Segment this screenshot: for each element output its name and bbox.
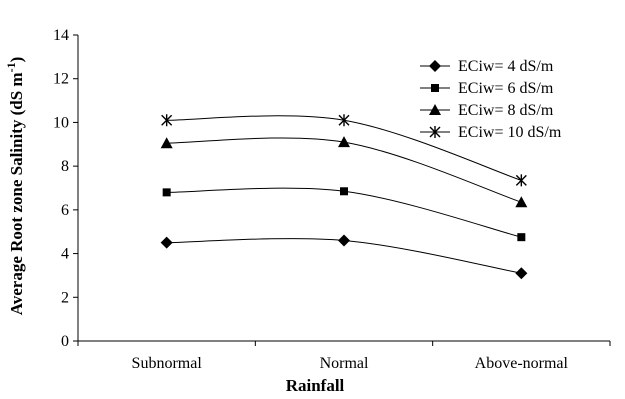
data-point-asterisk bbox=[161, 114, 173, 127]
data-point-asterisk bbox=[515, 174, 527, 187]
y-tick-label: 0 bbox=[61, 333, 69, 350]
data-point-square bbox=[517, 233, 526, 242]
x-axis-title: Rainfall bbox=[286, 376, 345, 395]
legend: ECiw= 4 dS/m ECiw= 6 dS/m ECiw= 8 dS/m ECiw… bbox=[420, 58, 562, 141]
y-tick-label: 10 bbox=[53, 114, 69, 131]
legend-label: ECiw= 6 dS/m bbox=[458, 80, 554, 97]
legend-item: ECiw= 4 dS/m bbox=[420, 58, 554, 75]
y-tick-label: 6 bbox=[61, 202, 69, 219]
series-group bbox=[160, 114, 528, 280]
x-tick-label: Normal bbox=[320, 355, 369, 372]
x-tick-label: Above-normal bbox=[475, 355, 569, 372]
legend-marker-asterisk bbox=[429, 126, 441, 138]
data-point-triangle bbox=[160, 137, 173, 149]
legend-label: ECiw= 4 dS/m bbox=[458, 58, 554, 75]
data-point-diamond bbox=[515, 267, 528, 280]
y-axis-title-suffix: ) bbox=[7, 57, 26, 63]
series-line-2 bbox=[166, 187, 522, 238]
y-tick-label: 14 bbox=[53, 27, 69, 44]
data-point-diamond bbox=[338, 234, 350, 247]
legend-marker-triangle bbox=[429, 104, 441, 115]
data-point-square bbox=[340, 187, 348, 196]
legend-label: ECiw= 8 dS/m bbox=[458, 102, 554, 119]
y-axis-title-main: Average Root zone Salinity (dS m bbox=[7, 72, 26, 315]
axes: 0 2 4 6 8 10 12 14 Subnormal Normal Above-normal bbox=[53, 27, 611, 372]
x-tick-label: Subnormal bbox=[132, 355, 203, 372]
data-point-asterisk bbox=[338, 114, 350, 127]
y-tick-label: 8 bbox=[61, 158, 69, 175]
data-point-triangle bbox=[338, 136, 350, 148]
y-axis-title: Average Root zone Salinity (dS m-1) bbox=[4, 57, 26, 316]
data-point-triangle bbox=[515, 196, 528, 208]
data-point-square bbox=[162, 188, 171, 197]
legend-item: ECiw= 8 dS/m bbox=[420, 102, 554, 119]
data-point-diamond bbox=[160, 236, 173, 249]
y-tick-label: 12 bbox=[53, 71, 69, 88]
legend-item: ECiw= 6 dS/m bbox=[420, 80, 554, 97]
legend-label: ECiw= 10 dS/m bbox=[458, 124, 562, 141]
legend-marker-diamond bbox=[429, 60, 441, 72]
y-axis-title-superscript: -1 bbox=[4, 62, 18, 72]
legend-marker-square bbox=[431, 84, 439, 92]
y-tick-label: 4 bbox=[61, 246, 69, 263]
y-tick-label: 2 bbox=[61, 289, 69, 306]
legend-item: ECiw= 10 dS/m bbox=[420, 124, 562, 141]
